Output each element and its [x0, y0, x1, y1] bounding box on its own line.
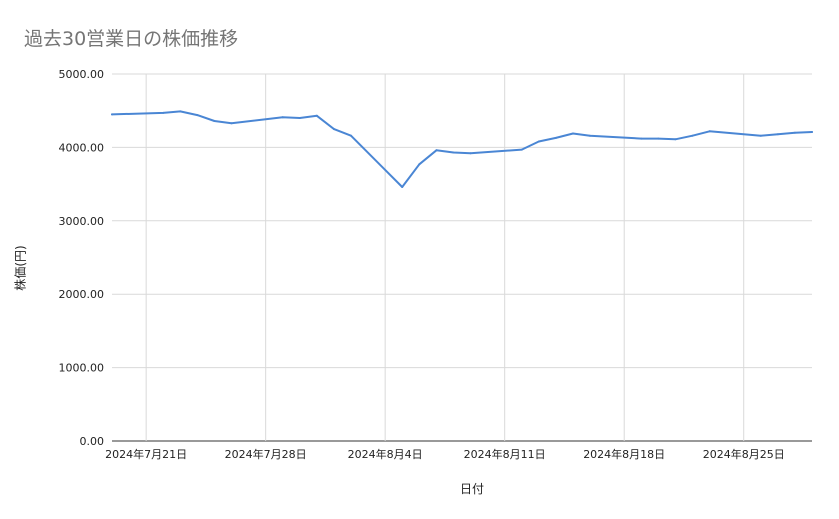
- grid-lines: [112, 73, 812, 442]
- y-axis-ticks: 0.00 1000.00 2000.00 3000.00 4000.00 5000.00: [59, 68, 105, 448]
- data-point: [111, 113, 113, 116]
- y-tick-label: 3000.00: [59, 215, 105, 228]
- data-point: [572, 132, 574, 135]
- x-tick-label: 2024年7月21日: [105, 447, 187, 461]
- data-point: [708, 130, 711, 133]
- data-point: [435, 149, 438, 152]
- x-axis-title: 日付: [459, 482, 485, 496]
- x-axis-ticks: 2024年7月21日 2024年7月28日 2024年8月4日 2024年8月11日 2…: [105, 447, 785, 461]
- data-point: [793, 131, 796, 134]
- x-tick-label: 2024年8月25日: [703, 447, 785, 461]
- y-tick-label: 2000.00: [59, 288, 105, 301]
- data-point: [350, 134, 352, 137]
- series-line: [111, 110, 813, 188]
- data-point: [179, 110, 182, 113]
- data-point: [452, 151, 455, 154]
- data-point: [333, 128, 335, 131]
- data-point: [401, 186, 404, 188]
- data-point: [811, 131, 813, 133]
- data-point: [315, 114, 318, 117]
- y-tick-label: 1000.00: [59, 362, 105, 375]
- y-tick-label: 4000.00: [59, 141, 105, 154]
- data-point: [298, 117, 301, 119]
- data-point: [162, 111, 165, 114]
- data-point: [691, 134, 694, 137]
- data-point: [657, 137, 660, 140]
- data-point: [776, 133, 779, 136]
- x-tick-label: 2024年8月11日: [464, 447, 546, 461]
- data-point: [674, 138, 677, 141]
- data-point: [537, 140, 540, 143]
- data-point: [554, 136, 557, 139]
- data-point: [281, 116, 284, 119]
- data-point: [213, 120, 216, 122]
- x-tick-label: 2024年8月18日: [583, 447, 665, 461]
- x-tick-label: 2024年8月4日: [348, 447, 423, 461]
- data-point: [589, 134, 591, 137]
- data-point: [418, 163, 421, 166]
- data-point: [520, 148, 523, 151]
- x-tick-label: 2024年7月28日: [225, 447, 307, 461]
- y-tick-label: 0.00: [80, 435, 105, 448]
- y-tick-label: 5000.00: [59, 68, 105, 81]
- data-point: [469, 152, 472, 155]
- data-point: [230, 122, 233, 125]
- data-point: [196, 114, 199, 117]
- data-point: [640, 137, 643, 140]
- series-layer: [111, 110, 813, 188]
- data-point: [759, 134, 762, 137]
- chart-title: 過去30営業日の株価推移: [24, 28, 239, 50]
